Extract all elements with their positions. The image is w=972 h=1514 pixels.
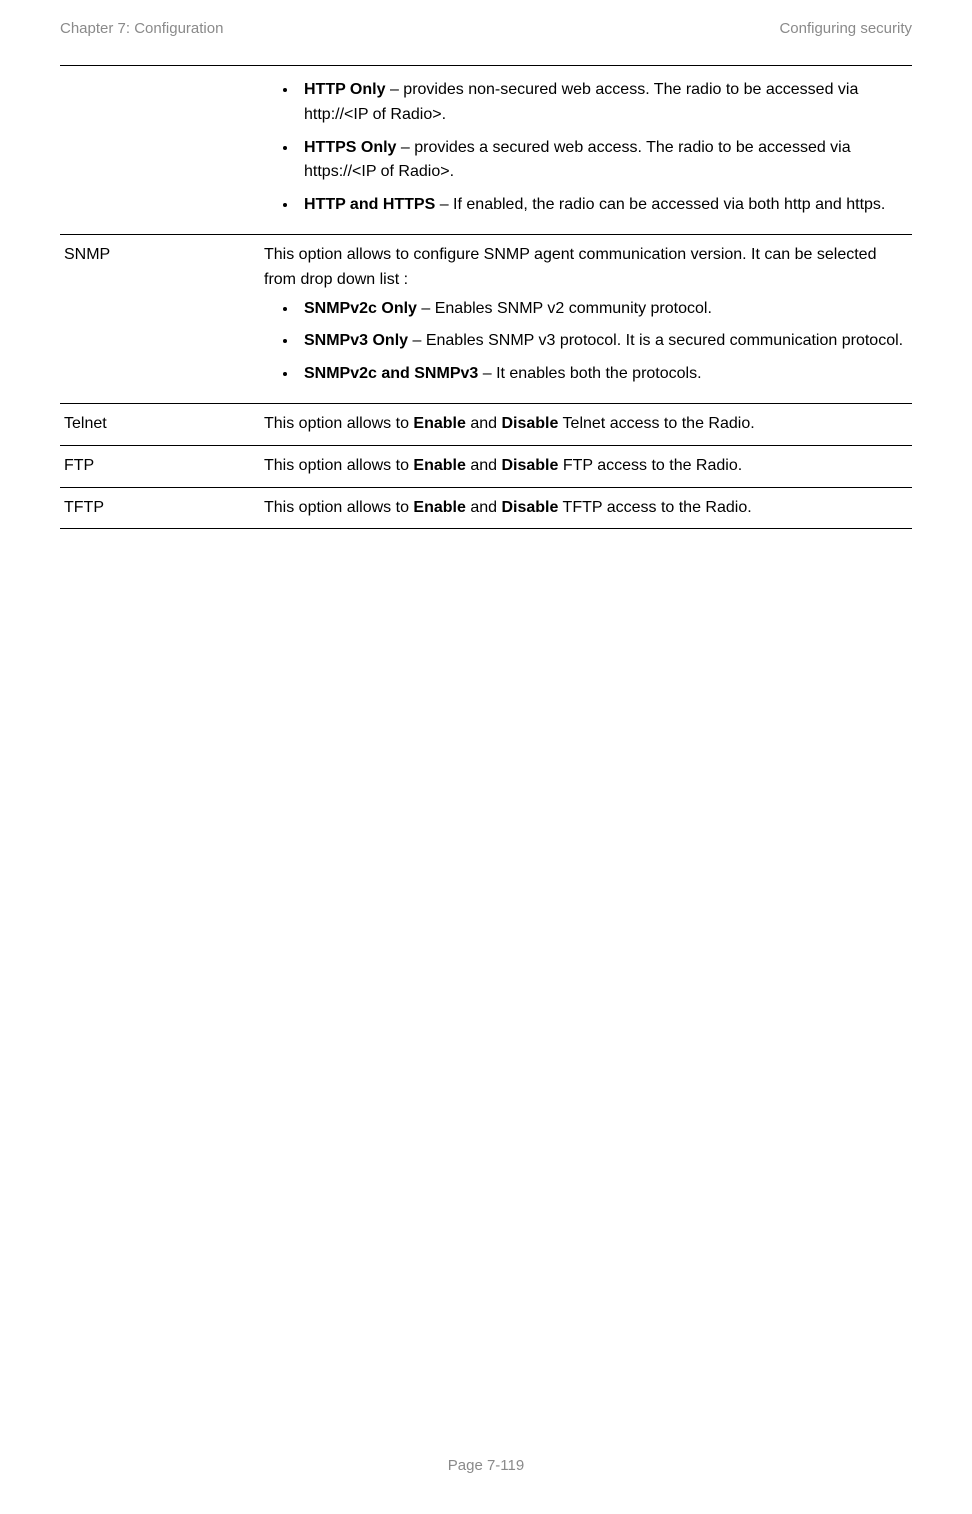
row-intro: This option allows to configure SNMP age… [264, 243, 908, 293]
row-intro: This option allows to Enable and Disable… [264, 496, 908, 521]
page-footer: Page 7-119 [0, 1457, 972, 1474]
table-row: SNMPThis option allows to configure SNMP… [60, 234, 912, 403]
bold-text: Enable [413, 499, 465, 516]
bullet-item: HTTPS Only – provides a secured web acce… [298, 136, 908, 186]
bold-text: Enable [413, 457, 465, 474]
row-intro: This option allows to Enable and Disable… [264, 454, 908, 479]
header-right: Configuring security [779, 20, 912, 37]
row-description: This option allows to Enable and Disable… [260, 445, 912, 487]
row-label: TFTP [60, 487, 260, 529]
bullet-item: SNMPv2c Only – Enables SNMP v2 community… [298, 297, 908, 322]
header-left: Chapter 7: Configuration [60, 20, 223, 37]
row-label: FTP [60, 445, 260, 487]
config-table: HTTP Only – provides non-secured web acc… [60, 65, 912, 529]
row-description: This option allows to Enable and Disable… [260, 487, 912, 529]
bold-text: Enable [413, 415, 465, 432]
config-table-body: HTTP Only – provides non-secured web acc… [60, 66, 912, 529]
row-label: Telnet [60, 403, 260, 445]
row-label [60, 66, 260, 235]
bullet-item: HTTP Only – provides non-secured web acc… [298, 78, 908, 128]
table-row: HTTP Only – provides non-secured web acc… [60, 66, 912, 235]
bullet-bold: HTTP and HTTPS [304, 196, 435, 213]
bullet-item: HTTP and HTTPS – If enabled, the radio c… [298, 193, 908, 218]
row-intro: This option allows to Enable and Disable… [264, 412, 908, 437]
page-header: Chapter 7: Configuration Configuring sec… [60, 20, 912, 37]
bullet-list: HTTP Only – provides non-secured web acc… [264, 78, 908, 218]
table-row: TelnetThis option allows to Enable and D… [60, 403, 912, 445]
page: Chapter 7: Configuration Configuring sec… [0, 0, 972, 1514]
bullet-bold: SNMPv2c Only [304, 300, 417, 317]
bullet-bold: SNMPv3 Only [304, 332, 408, 349]
row-description: HTTP Only – provides non-secured web acc… [260, 66, 912, 235]
bold-text: Disable [501, 499, 558, 516]
bullet-bold: HTTP Only [304, 81, 386, 98]
bold-text: Disable [501, 457, 558, 474]
row-description: This option allows to configure SNMP age… [260, 234, 912, 403]
table-row: TFTPThis option allows to Enable and Dis… [60, 487, 912, 529]
bullet-bold: SNMPv2c and SNMPv3 [304, 365, 478, 382]
bullet-item: SNMPv2c and SNMPv3 – It enables both the… [298, 362, 908, 387]
bullet-list: SNMPv2c Only – Enables SNMP v2 community… [264, 297, 908, 387]
bullet-bold: HTTPS Only [304, 139, 396, 156]
bullet-item: SNMPv3 Only – Enables SNMP v3 protocol. … [298, 329, 908, 354]
row-description: This option allows to Enable and Disable… [260, 403, 912, 445]
table-row: FTPThis option allows to Enable and Disa… [60, 445, 912, 487]
bold-text: Disable [501, 415, 558, 432]
row-label: SNMP [60, 234, 260, 403]
